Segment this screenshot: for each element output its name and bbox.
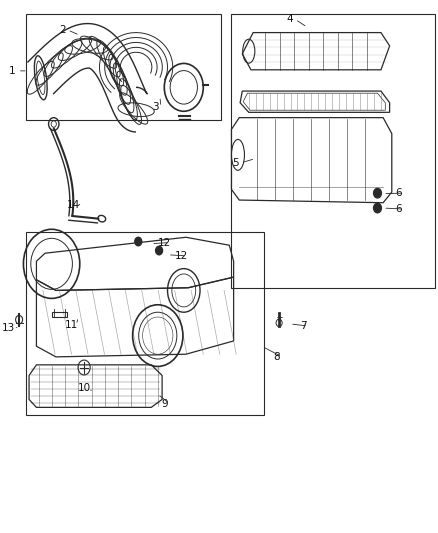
Text: 7: 7 [300,321,306,331]
Text: 12: 12 [158,238,171,247]
Bar [231,14,435,288]
Text: 2: 2 [59,25,66,35]
Text: 3: 3 [152,102,159,112]
Text: 14: 14 [67,200,80,211]
Text: 6: 6 [395,204,402,214]
Circle shape [374,203,381,213]
Bar [25,232,264,415]
Circle shape [135,237,142,246]
Text: 10: 10 [78,383,91,393]
Text: 8: 8 [274,352,280,362]
Circle shape [155,246,162,255]
Text: 6: 6 [395,188,402,198]
Text: 1: 1 [9,66,16,76]
Text: 5: 5 [233,158,239,168]
Text: 4: 4 [286,14,293,25]
Text: 9: 9 [161,399,168,409]
Text: 11: 11 [64,320,78,330]
Circle shape [374,188,381,198]
Text: 13: 13 [2,322,15,333]
Bar [25,14,221,120]
Text: 12: 12 [175,251,188,261]
